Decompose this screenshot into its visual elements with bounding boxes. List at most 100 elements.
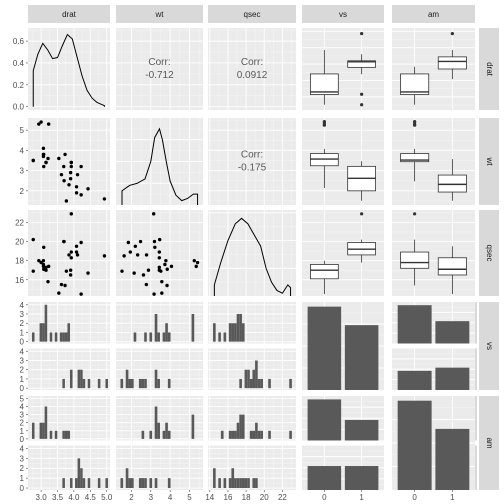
hist-bar: [59, 332, 63, 342]
hist-bar: [149, 430, 153, 439]
hist-bar: [97, 378, 101, 389]
scatter-point: [37, 258, 41, 263]
x-tick-label-drat: 5.0: [101, 493, 113, 502]
hist-bar: [62, 378, 65, 389]
panel-hist-wt-vs_1: [116, 348, 203, 390]
hist-bar: [165, 323, 168, 342]
x-tick-label-qsec: 16: [224, 493, 233, 502]
strip-row-vs: [479, 302, 499, 390]
count-bar: [435, 321, 470, 344]
hist-bar: [165, 422, 168, 439]
hist-bar: [82, 478, 86, 489]
strip-col-qsec: [208, 5, 296, 23]
scatter-point: [68, 170, 73, 175]
count-bar: [435, 367, 470, 390]
hist-bar: [252, 478, 256, 489]
panel-hist-qsec-am_1-bg: [208, 445, 296, 490]
hist-bar: [234, 323, 237, 342]
scatter-point: [128, 250, 133, 254]
hist-bar: [80, 369, 83, 389]
hist-bar: [149, 478, 153, 489]
scatter-point: [157, 250, 162, 254]
hist-bar: [231, 430, 235, 439]
scatter-point: [165, 283, 169, 288]
strip-row-drat: [479, 28, 499, 110]
hist-bar: [249, 430, 253, 439]
strip-row-label-drat: drat: [485, 62, 494, 77]
y-tick-label-vs_1: 3: [20, 356, 25, 365]
box-outlier: [360, 92, 364, 96]
panel-box-drat-vs: [302, 28, 384, 110]
panel-count-vs-vs: [302, 302, 384, 390]
scatter-point: [86, 271, 90, 275]
hist-bar: [252, 369, 256, 389]
panel-drat-density-bg: [28, 28, 110, 110]
strip-col-label-drat: drat: [62, 10, 77, 19]
scatter-point: [46, 264, 51, 269]
hist-bar: [213, 468, 216, 489]
hist-bar: [228, 430, 232, 439]
scatter-point: [57, 291, 61, 295]
y-tick-label-vs_1: 0: [20, 384, 25, 393]
x-tick-label-am: 1: [450, 493, 455, 502]
scatter-point: [57, 156, 61, 161]
hist-bar: [191, 414, 195, 439]
box-0: [310, 73, 339, 95]
count-bar: [307, 399, 342, 441]
panel-hist-wt-am_1: [116, 445, 203, 490]
scatter-point: [75, 253, 80, 257]
hist-bar: [144, 332, 147, 342]
count-bar: [397, 305, 432, 344]
hist-bar: [157, 422, 160, 439]
hist-bar: [157, 332, 160, 342]
hist-bar: [128, 378, 132, 389]
box-outlier: [360, 103, 364, 107]
y-tick-label-am_0: 1: [20, 427, 25, 436]
strip-col-label-vs: vs: [339, 10, 347, 19]
scatter-point: [135, 253, 140, 257]
hist-bar: [42, 323, 45, 342]
scatter-point: [165, 267, 169, 271]
hist-bar: [133, 332, 137, 342]
scatter-point: [68, 176, 73, 181]
facet-axes: 0.00.20.40.62345161820220123401234012345…: [13, 37, 455, 502]
box-1: [437, 257, 467, 276]
panel-box-drat-vs-bg: [302, 28, 384, 110]
hist-bar: [44, 406, 48, 439]
scatter-point: [42, 267, 46, 271]
hist-bar: [131, 478, 134, 489]
x-tick-label-drat: 3.0: [36, 493, 48, 502]
scatter-point: [42, 152, 46, 157]
panel-box-qsec-am: [392, 210, 475, 296]
panel-hist-drat-vs_1-bg: [28, 348, 110, 390]
scatter-point: [37, 122, 41, 126]
scatter-point: [160, 279, 164, 284]
y-tick-label-vs_0: 0: [20, 338, 25, 347]
hist-bar: [239, 378, 242, 389]
scatter-point: [31, 158, 35, 163]
corr-drat-qsec-value: 0.0912: [237, 70, 268, 81]
box-1: [437, 174, 467, 193]
hist-bar: [249, 378, 253, 389]
corr-drat-qsec: Corr: 0.0912: [208, 28, 296, 110]
hist-bar: [268, 430, 271, 439]
y-tick-label-am_0: 3: [20, 411, 25, 420]
hist-bar: [289, 430, 292, 439]
y-tick-label-vs_0: 1: [20, 328, 25, 337]
hist-bar: [252, 430, 256, 439]
y-tick-label-am_1: 0: [20, 484, 25, 493]
facet-panels: Corr: -0.712 Corr: 0.0912 Corr: -0.175: [28, 28, 475, 490]
y-tick-label-wt: 4: [20, 146, 25, 155]
y-tick-label-drat: 0.2: [13, 81, 25, 90]
scatter-point: [69, 164, 73, 169]
y-tick-label-drat: 0.6: [13, 37, 25, 46]
strip-row-am: [479, 396, 499, 490]
hist-bar: [191, 313, 195, 342]
box-outlier: [413, 212, 417, 216]
y-tick-label-am_0: 5: [20, 394, 25, 403]
corr-drat-wt: Corr: -0.712: [116, 28, 203, 110]
box-1: [437, 56, 467, 70]
hist-bar: [241, 478, 245, 489]
panel-hist-drat-am_1-bg: [28, 445, 110, 490]
